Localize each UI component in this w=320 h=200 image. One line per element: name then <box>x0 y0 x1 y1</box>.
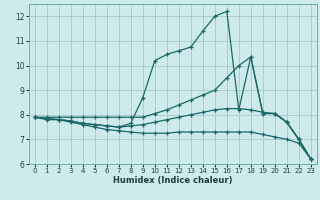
X-axis label: Humidex (Indice chaleur): Humidex (Indice chaleur) <box>113 176 233 185</box>
